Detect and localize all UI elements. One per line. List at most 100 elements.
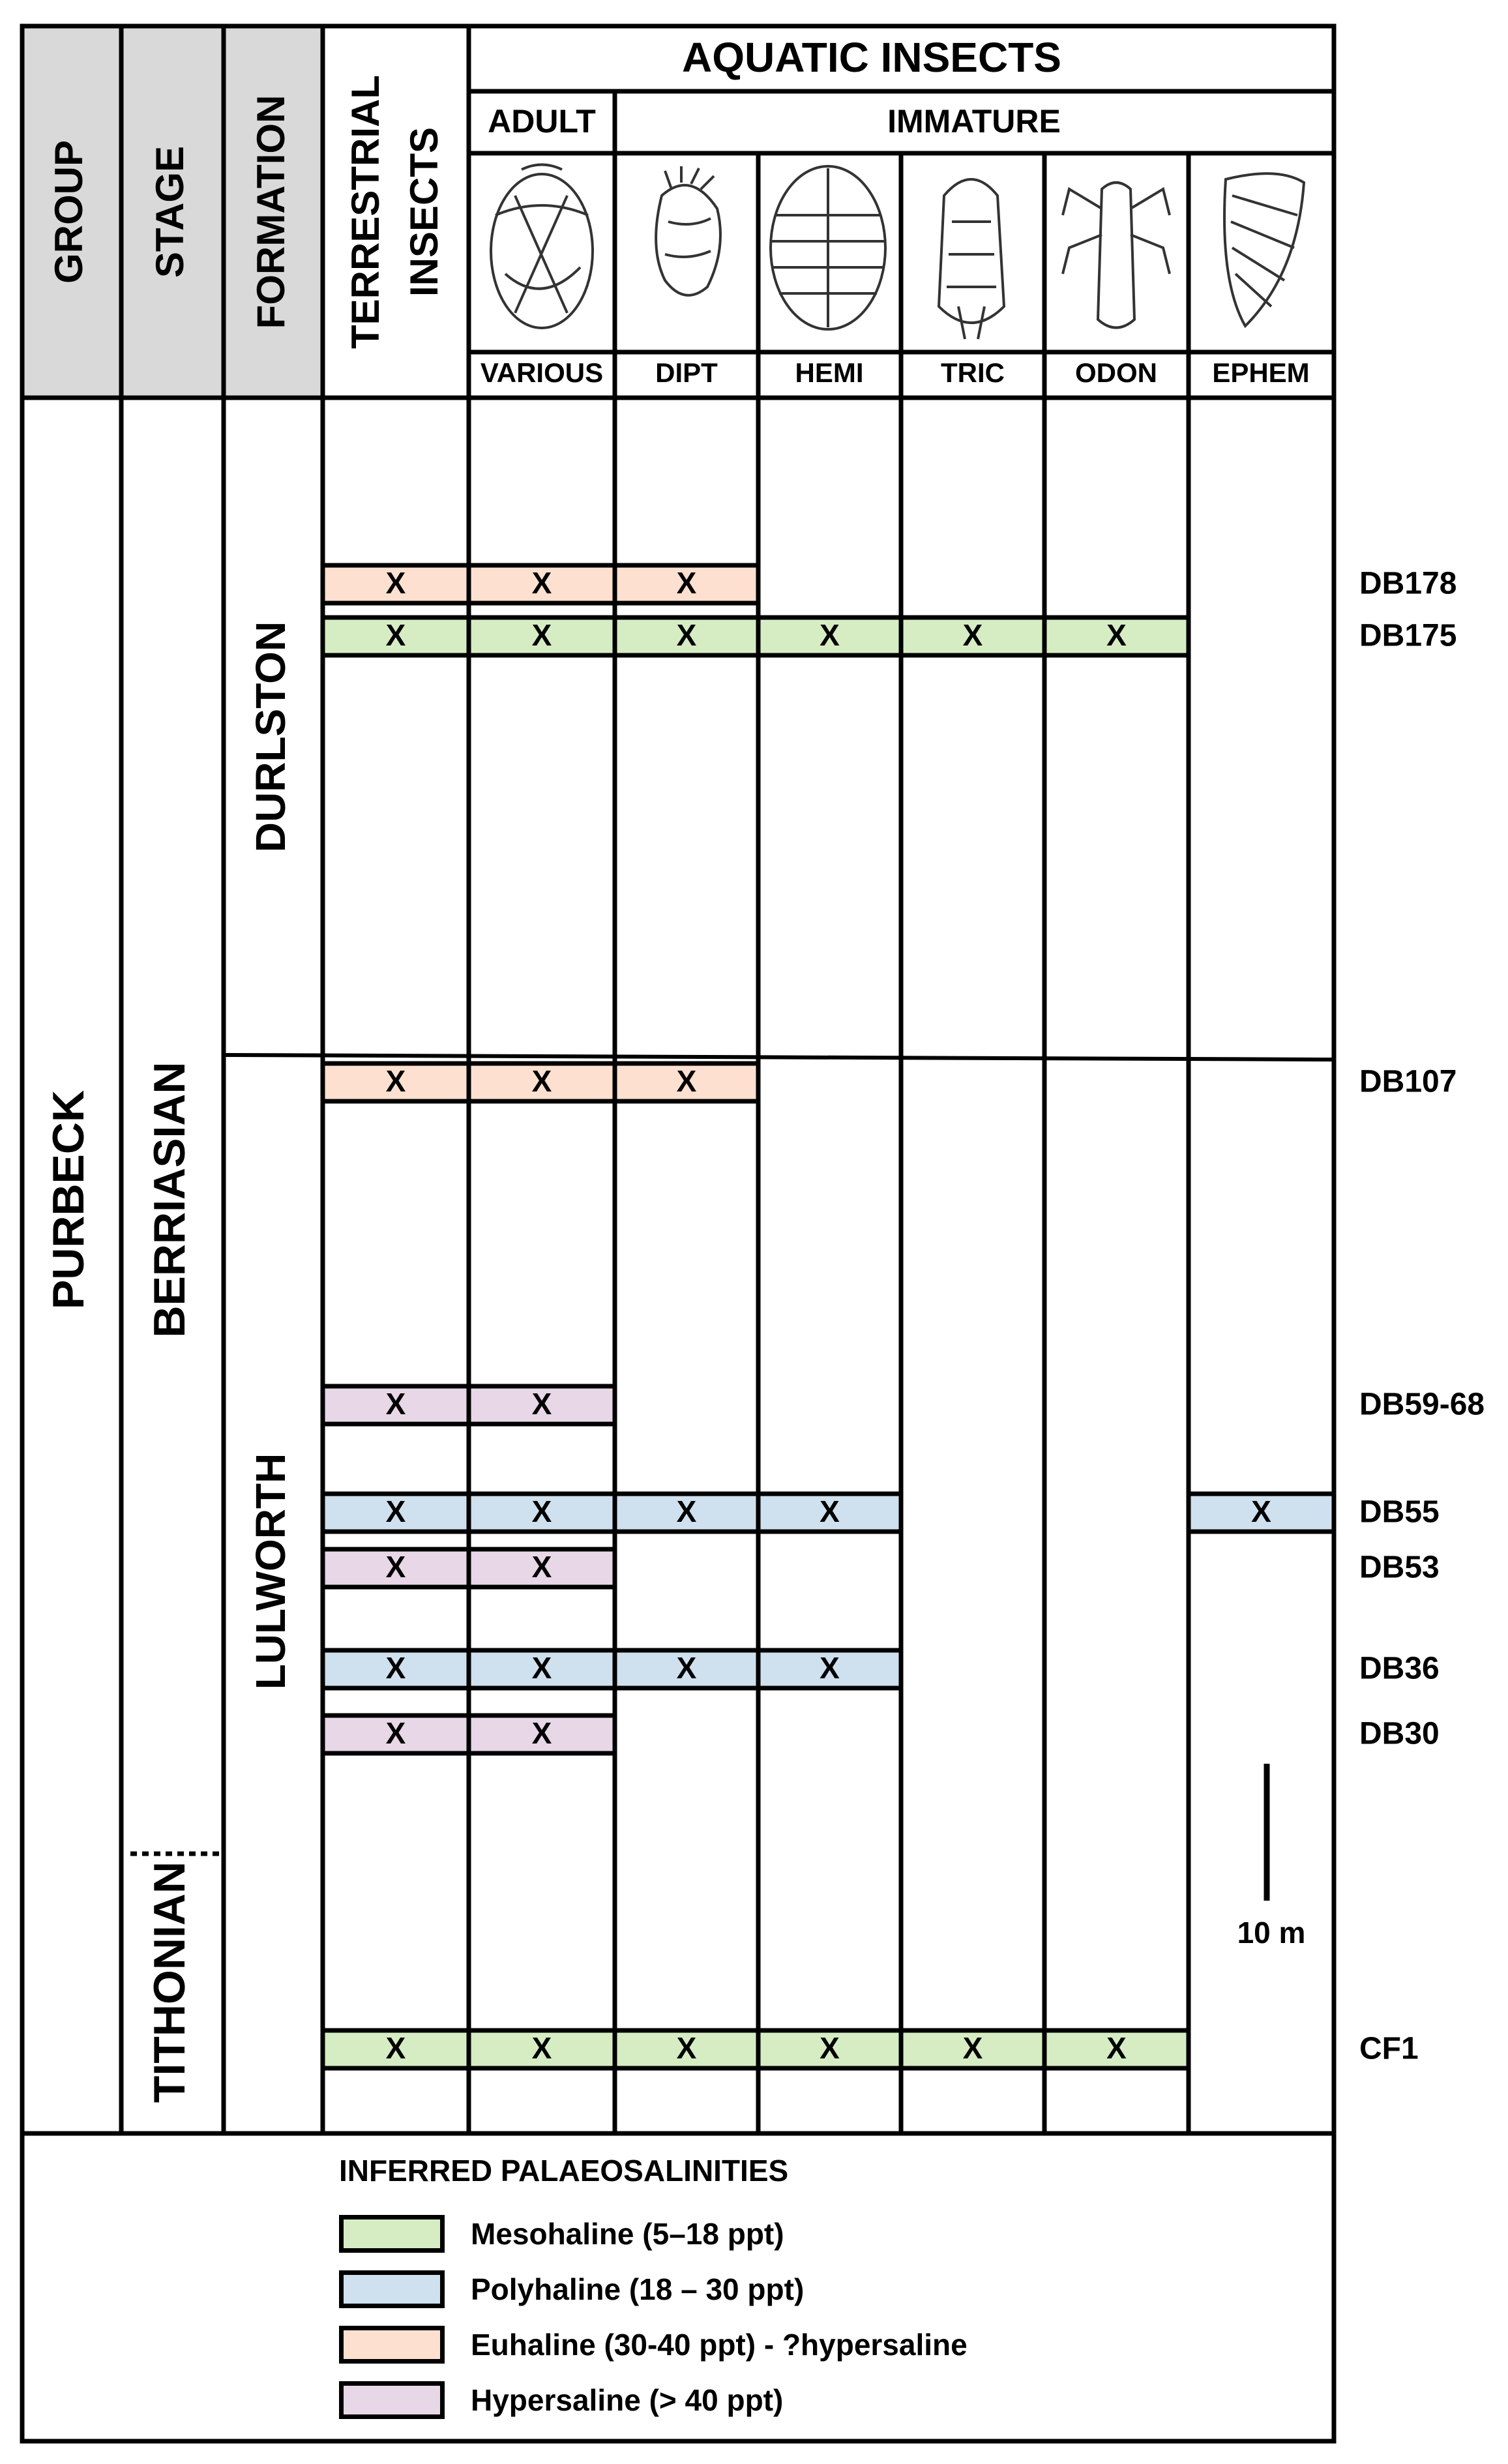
band-cell xyxy=(756,2028,904,2071)
sample-label: DB55 xyxy=(1359,1495,1440,1530)
occurrence-mark: X xyxy=(386,2031,406,2065)
occurrence-mark: X xyxy=(532,1494,552,1528)
stage-label-tithonian: TITHONIAN xyxy=(145,1862,194,2103)
sample-label: DB53 xyxy=(1359,1551,1440,1585)
occurrence-mark: X xyxy=(532,1064,552,1098)
occurrence-mark: X xyxy=(532,1387,552,1421)
adult-header: ADULT xyxy=(488,103,596,140)
band-cell xyxy=(466,615,617,658)
occurrence-mark: X xyxy=(1251,1494,1271,1528)
occurrence-mark: X xyxy=(386,566,406,600)
stage-header-cell xyxy=(121,26,224,398)
occurrence-mark: X xyxy=(1106,2031,1127,2065)
trichopteran-larva-illustration xyxy=(937,178,1006,340)
occurrence-mark: X xyxy=(386,1651,406,1685)
terrestrial-header-line1: TERRESTRIAL xyxy=(344,75,387,349)
sample-band-db36: X X X X DB36 xyxy=(320,1648,1440,1691)
band-cell xyxy=(1186,1491,1337,1534)
legend-item-polyhaline: Polyhaline (18 – 30 ppt) xyxy=(339,2268,804,2311)
ephemeropteran-wing-illustration xyxy=(1223,172,1306,329)
group-header-cell xyxy=(22,26,121,398)
band-cell xyxy=(466,1713,617,1756)
occurrence-mark: X xyxy=(1106,618,1127,652)
legend-swatch xyxy=(339,2270,445,2308)
beetle-illustration xyxy=(490,163,594,329)
occurrence-mark: X xyxy=(820,1651,840,1685)
formation-label-lulworth: LULWORTH xyxy=(247,1453,294,1690)
sample-band-db59-68: X X DB59-68 xyxy=(320,1384,1485,1427)
band-cell xyxy=(466,1547,617,1590)
band-cell xyxy=(612,1648,761,1691)
occurrence-mark: X xyxy=(820,618,840,652)
band-cell xyxy=(756,1648,904,1691)
band-cell xyxy=(320,1713,471,1756)
outer-frame xyxy=(20,23,1337,2444)
column-label-hemi: HEMI xyxy=(795,357,864,388)
occurrence-mark: X xyxy=(386,1387,406,1421)
occurrence-mark: X xyxy=(677,566,697,600)
sample-band-cf1: X X X X X X CF1 xyxy=(320,2028,1419,2071)
header-lines xyxy=(22,89,1334,2136)
sample-label: DB107 xyxy=(1359,1065,1456,1099)
occurrence-mark: X xyxy=(820,2031,840,2065)
legend-swatch xyxy=(339,2215,445,2253)
legend-title: INFERRED PALAEOSALINITIES xyxy=(339,2154,789,2188)
scale-label: 10 m xyxy=(1237,1916,1306,1950)
occurrence-mark: X xyxy=(677,2031,697,2065)
group-header: GROUP xyxy=(47,140,91,284)
occurrence-mark: X xyxy=(386,1064,406,1098)
odonate-larva-illustration xyxy=(1061,181,1171,329)
stage-label-berriasian: BERRIASIAN xyxy=(145,1061,194,1337)
taxon-column-labels: VARIOUS DIPT HEMI TRIC ODON EPHEM xyxy=(480,357,1310,388)
occurrence-mark: X xyxy=(677,1494,697,1528)
occurrence-mark: X xyxy=(532,1651,552,1685)
legend-label: Euhaline (30-40 ppt) - ?hypersaline xyxy=(471,2328,968,2362)
band-cell xyxy=(466,1384,617,1427)
sample-band-db178: X X X DB178 xyxy=(320,563,1456,606)
legend-swatch xyxy=(339,2381,445,2419)
column-label-various: VARIOUS xyxy=(480,357,603,388)
occurrence-mark: X xyxy=(963,2031,983,2065)
legend-item-hypersaline: Hypersaline (> 40 ppt) xyxy=(339,2379,783,2422)
occurrence-mark: X xyxy=(677,1064,697,1098)
occurrence-mark: X xyxy=(386,1550,406,1584)
formation-boundary xyxy=(223,1053,1335,1061)
column-label-tric: TRIC xyxy=(941,357,1005,388)
group-label-purbeck: PURBECK xyxy=(44,1090,93,1309)
sample-band-db107: X X X DB107 xyxy=(320,1061,1456,1104)
immature-header: IMMATURE xyxy=(887,103,1061,140)
column-label-odon: ODON xyxy=(1075,357,1157,388)
band-cell xyxy=(612,563,761,606)
sample-label: CF1 xyxy=(1359,2032,1419,2066)
band-cell xyxy=(612,1061,761,1104)
sample-label: DB178 xyxy=(1359,567,1456,601)
occurrence-mark: X xyxy=(532,2031,552,2065)
column-label-dipt: DIPT xyxy=(655,357,718,388)
terrestrial-header-line2: INSECTS xyxy=(402,127,446,297)
aquatic-header: AQUATIC INSECTS xyxy=(682,34,1061,81)
legend-label: Polyhaline (18 – 30 ppt) xyxy=(471,2272,805,2306)
sample-band-db55: X X X X X DB55 xyxy=(320,1491,1440,1534)
band-cell xyxy=(320,2028,471,2071)
band-cell xyxy=(756,1491,904,1534)
band-cell xyxy=(320,1648,471,1691)
formation-header: FORMATION xyxy=(249,95,293,329)
band-cell xyxy=(1042,2028,1191,2071)
column-label-ephem: EPHEM xyxy=(1212,357,1309,388)
band-cell xyxy=(612,615,761,658)
sample-band-db30: X X DB30 xyxy=(320,1713,1440,1756)
sample-label: DB175 xyxy=(1359,619,1456,653)
occurrence-mark: X xyxy=(963,618,983,652)
formation-label-durlston: DURLSTON xyxy=(247,621,294,852)
legend-label: Mesohaline (5–18 ppt) xyxy=(471,2217,784,2251)
sample-band-db53: X X DB53 xyxy=(320,1547,1440,1590)
legend-item-mesohaline: Mesohaline (5–18 ppt) xyxy=(339,2212,784,2255)
dipteran-larva-illustration xyxy=(655,166,722,297)
band-cell xyxy=(1042,615,1191,658)
legend-item-euhaline: Euhaline (30-40 ppt) - ?hypersaline xyxy=(339,2323,968,2366)
band-cell xyxy=(898,615,1047,658)
occurrence-mark: X xyxy=(532,1550,552,1584)
occurrence-mark: X xyxy=(532,618,552,652)
formation-header-cell xyxy=(224,26,323,398)
